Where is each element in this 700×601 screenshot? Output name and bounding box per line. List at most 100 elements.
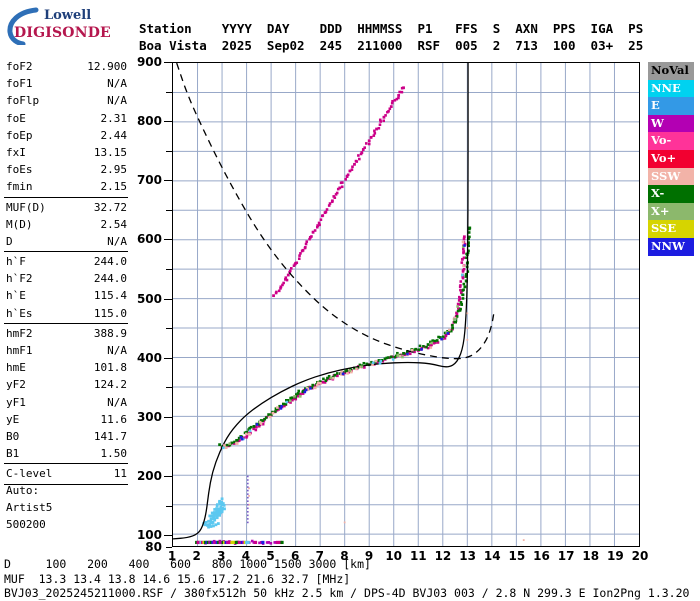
y-axis-tick bbox=[166, 506, 172, 507]
param-row: B1 1.50 bbox=[4, 445, 130, 462]
param-row: C-level 11 bbox=[4, 465, 130, 482]
param-row: fmin 2.15 bbox=[4, 178, 130, 195]
param-row: yF1 N/A bbox=[4, 394, 130, 411]
param-row: M(D) 2.54 bbox=[4, 216, 130, 233]
legend-item-nne[interactable]: NNE bbox=[648, 80, 694, 98]
y-axis-tick bbox=[166, 446, 172, 447]
ionogram-parameter-table: foF2 12.900 foF1 N/A foFlp N/A foE 2.31 foEp 2.44… bbox=[4, 58, 130, 486]
y-axis-tick bbox=[164, 417, 172, 418]
legend-item-vo-[interactable]: Vo- bbox=[648, 132, 694, 150]
legend-item-x-[interactable]: X+ bbox=[648, 203, 694, 221]
param-row: hmF2 388.9 bbox=[4, 325, 130, 342]
legend-item-vo-[interactable]: Vo+ bbox=[648, 150, 694, 168]
legend-item-sse[interactable]: SSE bbox=[648, 220, 694, 238]
y-axis-tick bbox=[164, 62, 172, 63]
param-row: hmF1 N/A bbox=[4, 342, 130, 359]
param-row: hmE 101.8 bbox=[4, 359, 130, 376]
param-row: foF1 N/A bbox=[4, 75, 130, 92]
y-axis-ticks bbox=[164, 62, 172, 547]
y-axis-tick bbox=[166, 328, 172, 329]
autoscaling-line: Auto: bbox=[6, 482, 52, 499]
legend-item-nnw[interactable]: NNW bbox=[648, 238, 694, 256]
param-key: foEp bbox=[6, 127, 33, 144]
y-axis-label: 700 bbox=[118, 173, 162, 187]
footer-distance-row: D 100 200 400 600 800 1000 1500 3000 [km… bbox=[4, 557, 371, 571]
param-key: foFlp bbox=[6, 92, 39, 109]
param-row: foF2 12.900 bbox=[4, 58, 130, 75]
param-row: foE 2.31 bbox=[4, 110, 130, 127]
footer-file-row: BVJ03_2025245211000.RSF / 380fx512h 50 k… bbox=[4, 586, 689, 600]
legend-item-e[interactable]: E bbox=[648, 97, 694, 115]
param-row: D N/A bbox=[4, 233, 130, 250]
station-header-labels: Station YYYY DAY DDD HHMMSS P1 FFS S AXN… bbox=[139, 21, 643, 36]
y-axis-tick bbox=[166, 92, 172, 93]
lowell-digisonde-logo: Lowell DIGISONDE bbox=[6, 5, 126, 45]
param-row: B0 141.7 bbox=[4, 428, 130, 445]
y-axis-tick bbox=[164, 180, 172, 181]
ionogram-plot[interactable] bbox=[172, 62, 640, 547]
param-key: h`Es bbox=[6, 305, 33, 322]
param-key: fmin bbox=[6, 178, 33, 195]
param-row: foFlp N/A bbox=[4, 92, 130, 109]
legend-item-ssw[interactable]: SSW bbox=[648, 168, 694, 186]
param-key: foF2 bbox=[6, 58, 33, 75]
doppler-color-legend: NoVal NNE E W Vo- Vo+ SSW X- X+ SSE NNW bbox=[648, 62, 694, 256]
y-axis-label: 500 bbox=[118, 292, 162, 306]
param-group-divider bbox=[4, 197, 128, 198]
autoscaling-line: Artist5 bbox=[6, 499, 52, 516]
autoscaling-info: Auto: Artist5 500200 bbox=[6, 482, 52, 534]
footer-info: D 100 200 400 600 800 1000 1500 3000 [km… bbox=[4, 557, 689, 601]
station-header: Station YYYY DAY DDD HHMMSS P1 FFS S AXN… bbox=[139, 20, 643, 54]
legend-item-w[interactable]: W bbox=[648, 115, 694, 133]
y-axis-label: 80 bbox=[118, 540, 162, 554]
param-row: h`E 115.4 bbox=[4, 287, 130, 304]
param-row: foEp 2.44 bbox=[4, 127, 130, 144]
logo-lowell-text: Lowell bbox=[44, 8, 91, 23]
y-axis-tick bbox=[164, 121, 172, 122]
param-key: h`E bbox=[6, 287, 26, 304]
param-group-divider bbox=[4, 251, 128, 252]
param-group-divider bbox=[4, 323, 128, 324]
y-axis-tick bbox=[166, 269, 172, 270]
param-key: yF2 bbox=[6, 376, 26, 393]
param-key: fxI bbox=[6, 144, 26, 161]
y-axis-tick bbox=[164, 239, 172, 240]
param-row: h`F 244.0 bbox=[4, 253, 130, 270]
y-axis-tick bbox=[166, 210, 172, 211]
param-row: fxI 13.15 bbox=[4, 144, 130, 161]
param-key: foF1 bbox=[6, 75, 33, 92]
param-key: h`F2 bbox=[6, 270, 33, 287]
param-key: hmF1 bbox=[6, 342, 33, 359]
plot-traces bbox=[173, 63, 639, 546]
param-key: h`F bbox=[6, 253, 26, 270]
y-axis-label: 900 bbox=[118, 55, 162, 69]
param-key: hmE bbox=[6, 359, 26, 376]
param-key: yF1 bbox=[6, 394, 26, 411]
legend-item-x-[interactable]: X- bbox=[648, 185, 694, 203]
param-row: MUF(D) 32.72 bbox=[4, 199, 130, 216]
y-axis-tick bbox=[164, 535, 172, 536]
y-axis-tick bbox=[166, 151, 172, 152]
legend-item-noval[interactable]: NoVal bbox=[648, 62, 694, 80]
param-row: yE 11.6 bbox=[4, 411, 130, 428]
param-key: hmF2 bbox=[6, 325, 33, 342]
logo-digisonde-text: DIGISONDE bbox=[14, 25, 111, 41]
y-axis-tick bbox=[164, 299, 172, 300]
station-header-values: Boa Vista 2025 Sep02 245 211000 RSF 005 … bbox=[139, 38, 643, 53]
param-key: D bbox=[6, 233, 13, 250]
y-axis-tick bbox=[166, 387, 172, 388]
param-row: h`Es 115.0 bbox=[4, 305, 130, 322]
param-row: foEs 2.95 bbox=[4, 161, 130, 178]
param-key: B1 bbox=[6, 445, 19, 462]
y-axis-label: 300 bbox=[118, 410, 162, 424]
param-key: C-level bbox=[6, 465, 52, 482]
param-key: yE bbox=[6, 411, 19, 428]
y-axis-label: 400 bbox=[118, 351, 162, 365]
param-key: MUF(D) bbox=[6, 199, 46, 216]
autoscaling-line: 500200 bbox=[6, 516, 52, 533]
param-group-divider bbox=[4, 463, 128, 464]
footer-muf-row: MUF 13.3 13.4 13.8 14.6 15.6 17.2 21.6 3… bbox=[4, 572, 350, 586]
y-axis-label: 200 bbox=[118, 469, 162, 483]
param-key: M(D) bbox=[6, 216, 33, 233]
param-row: h`F2 244.0 bbox=[4, 270, 130, 287]
